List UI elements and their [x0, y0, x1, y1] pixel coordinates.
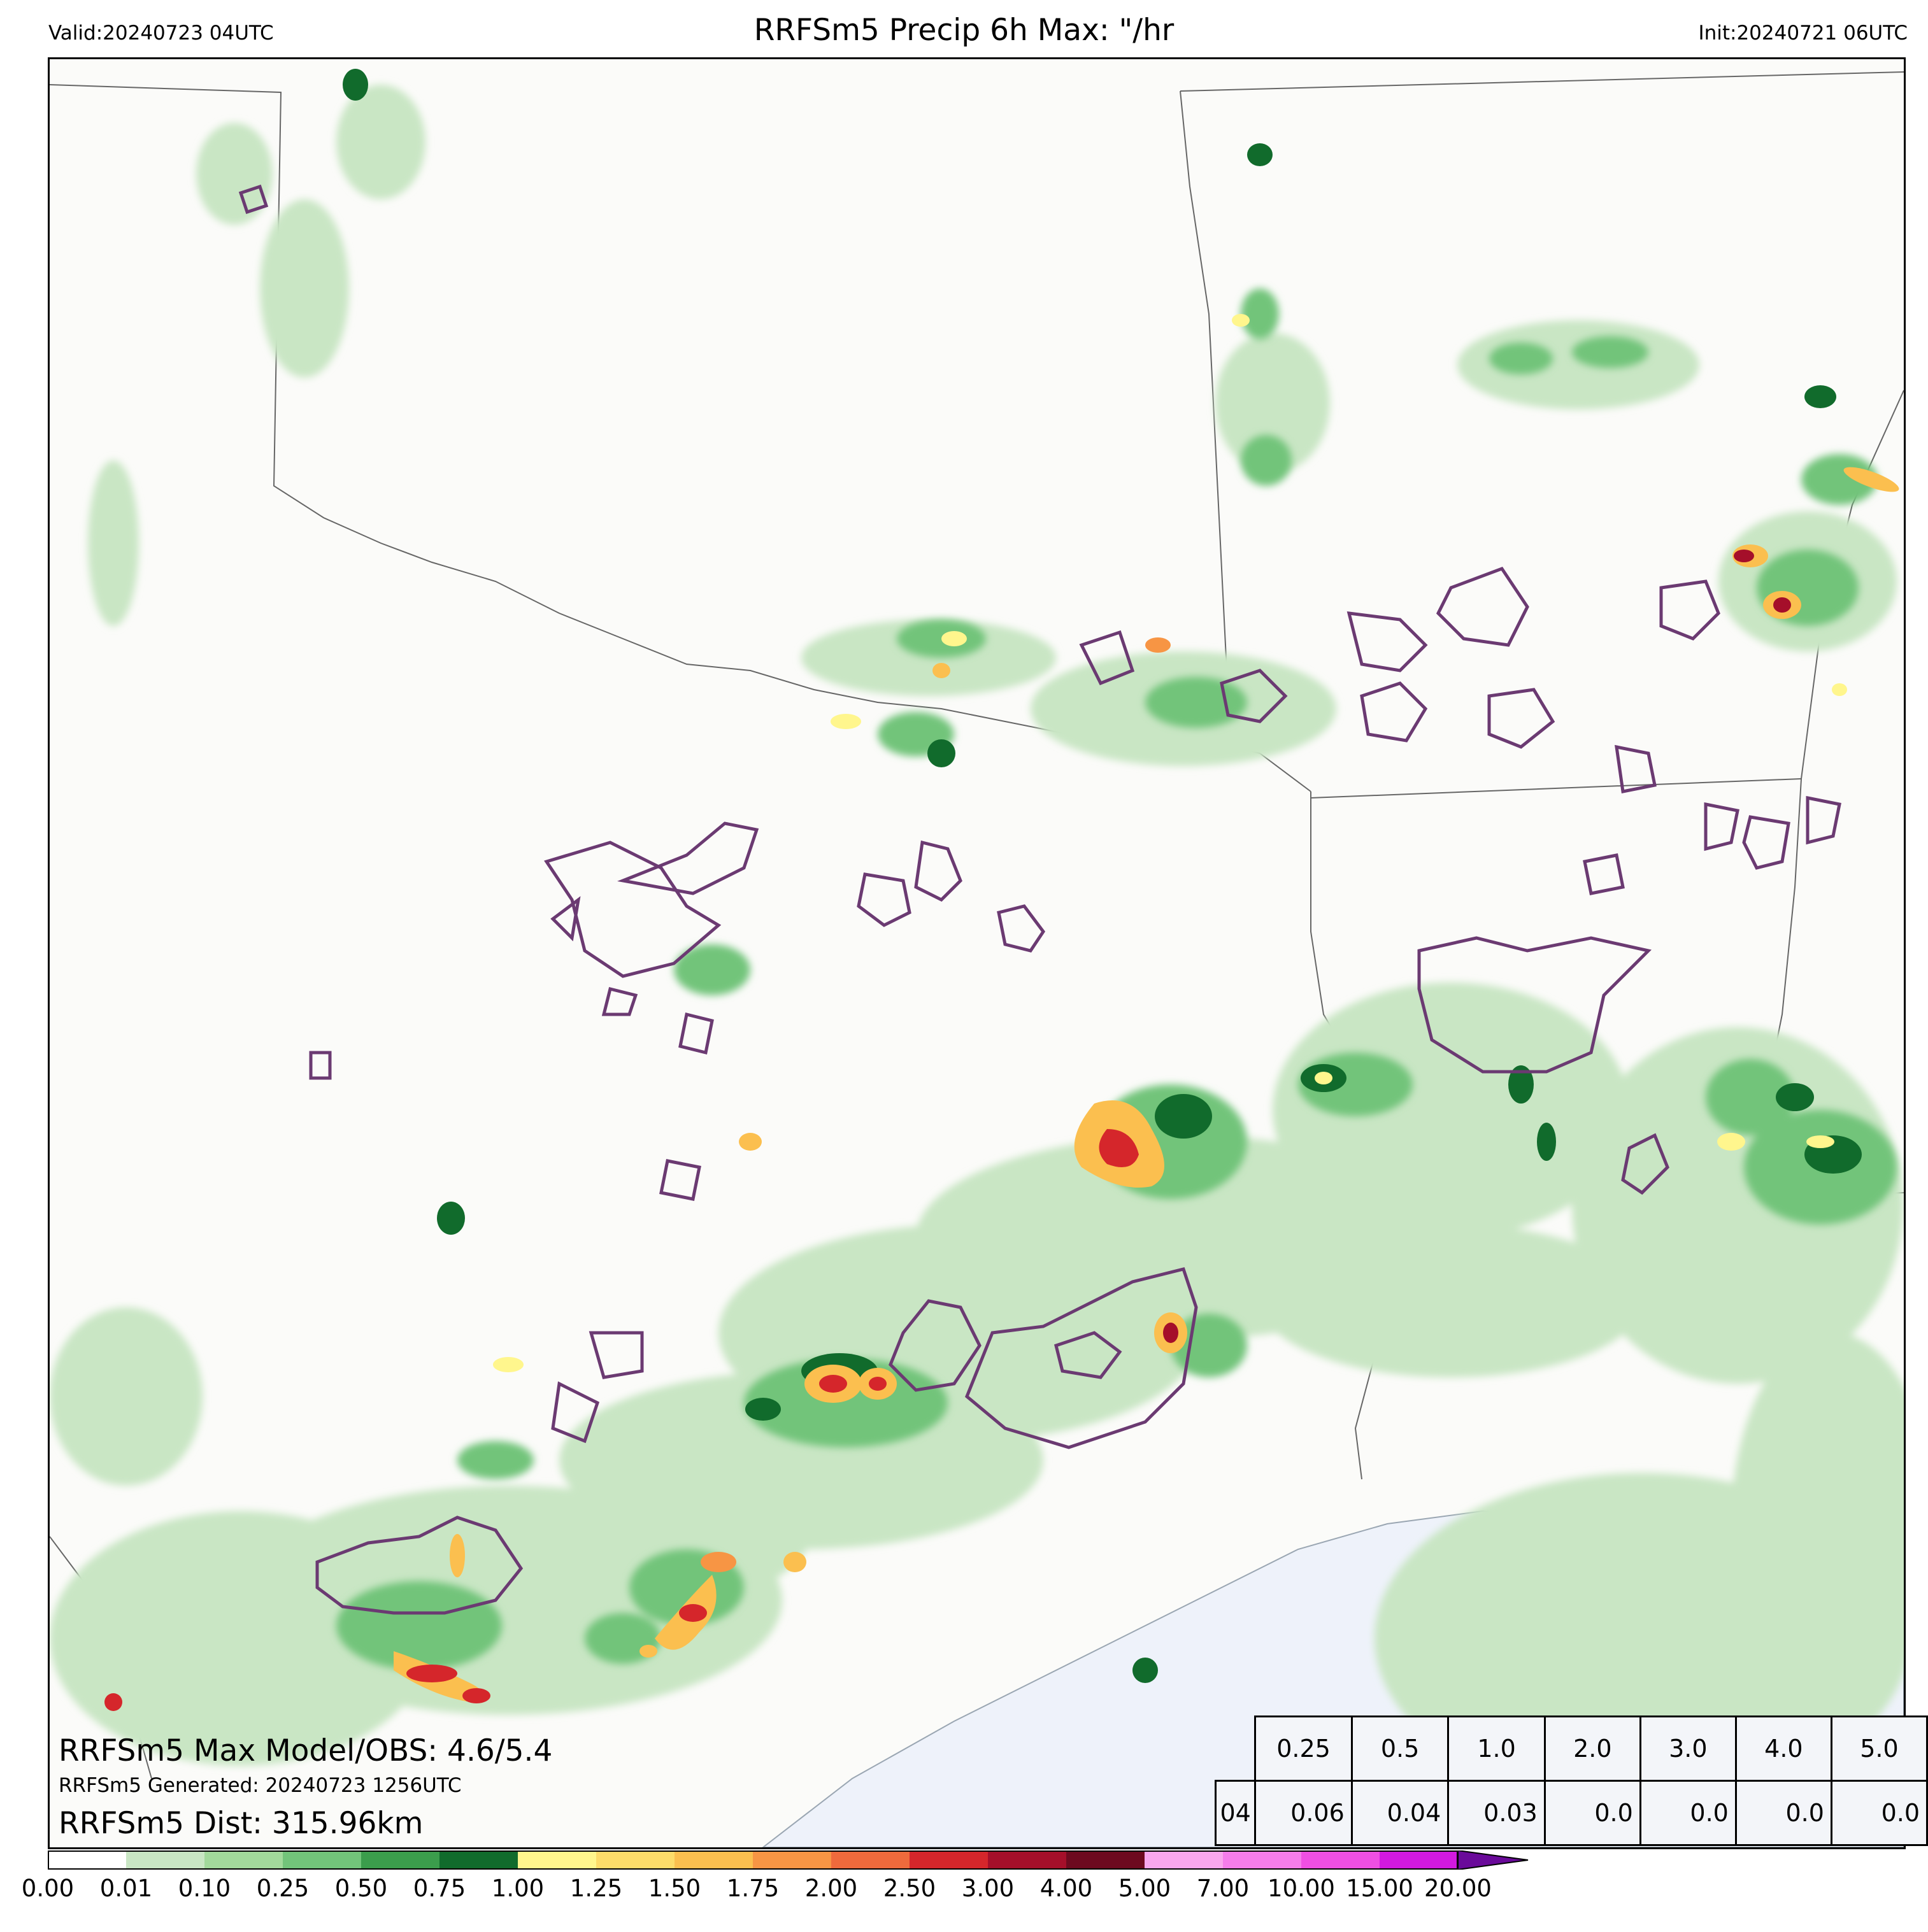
generated-time-label: RRFSm5 Generated: 20240723 1256UTC	[59, 1774, 462, 1797]
colorbar-tick-label: 3.00	[961, 1875, 1015, 1902]
colorbar-tick-label: 0.50	[334, 1875, 388, 1902]
stats-corner	[1216, 1717, 1255, 1781]
stats-header-row: 0.25 0.5 1.0 2.0 3.0 4.0 5.0	[1216, 1715, 1928, 1782]
value-cell: 0.0	[1543, 1780, 1641, 1846]
colorbar-tick-label: 0.25	[256, 1875, 310, 1902]
precip-cores	[104, 314, 1899, 1711]
value-cell: 0.0	[1734, 1780, 1832, 1846]
threshold-cell: 2.0	[1543, 1715, 1641, 1782]
stats-row: 04 0.06 0.04 0.03 0.0 0.0 0.0 0.0	[1214, 1780, 1928, 1846]
chart-title: RRFSm5 Precip 6h Max: "/hr	[753, 13, 1175, 48]
threshold-cell: 1.0	[1447, 1715, 1546, 1782]
colorbar-segment	[675, 1850, 753, 1870]
colorbar	[48, 1850, 1529, 1870]
colorbar-tick-label: 1.75	[726, 1875, 780, 1902]
colorbar-segment	[439, 1850, 518, 1870]
colorbar-tick-label: 0.75	[413, 1875, 466, 1902]
colorbar-segment	[1380, 1850, 1458, 1870]
valid-time-label: Valid:20240723 04UTC	[48, 22, 274, 45]
value-cell: 0.03	[1447, 1780, 1546, 1846]
colorbar-tick-label: 5.00	[1118, 1875, 1171, 1902]
colorbar-segment	[988, 1850, 1066, 1870]
colorbar-segment	[831, 1850, 910, 1870]
colorbar-segment	[1223, 1850, 1301, 1870]
obs-contours	[238, 184, 1841, 1615]
max-model-obs-label: RRFSm5 Max Model/OBS: 4.6/5.4	[59, 1733, 553, 1768]
colorbar-tick-label: 0.00	[21, 1875, 75, 1902]
threshold-cell: 0.5	[1350, 1715, 1450, 1782]
init-time-label: Init:20240721 06UTC	[1698, 22, 1908, 45]
threshold-cell: 0.25	[1254, 1715, 1353, 1782]
distance-label: RRFSm5 Dist: 315.96km	[59, 1806, 424, 1841]
value-cell: 0.04	[1350, 1780, 1450, 1846]
colorbar-segment	[753, 1850, 831, 1870]
colorbar-segment	[518, 1850, 596, 1870]
colorbar-tick-label: 1.00	[491, 1875, 545, 1902]
map-canvas	[50, 69, 1904, 1847]
value-cell: 0.0	[1830, 1780, 1928, 1846]
colorbar-frame	[48, 1850, 1458, 1870]
colorbar-tick-label: 4.00	[1039, 1875, 1093, 1902]
colorbar-tick-label: 10.00	[1267, 1875, 1335, 1902]
threshold-stats-table: 0.25 0.5 1.0 2.0 3.0 4.0 5.0 04 0.06 0.0…	[1214, 1715, 1928, 1846]
colorbar-tick-label: 2.50	[883, 1875, 936, 1902]
colorbar-segment	[204, 1850, 283, 1870]
value-cell: 0.06	[1254, 1780, 1353, 1846]
colorbar-segment	[910, 1850, 988, 1870]
colorbar-tick-label: 0.01	[99, 1875, 153, 1902]
colorbar-segment	[1145, 1850, 1223, 1870]
colorbar-segment	[126, 1850, 204, 1870]
precip-map	[48, 57, 1906, 1849]
value-cell: 0.0	[1639, 1780, 1737, 1846]
colorbar-tick-label: 1.25	[569, 1875, 623, 1902]
colorbar-tick-label: 7.00	[1196, 1875, 1250, 1902]
threshold-cell: 3.0	[1639, 1715, 1737, 1782]
colorbar-extend-arrow	[1457, 1850, 1529, 1870]
colorbar-tick-label: 15.00	[1346, 1875, 1413, 1902]
threshold-cell: 4.0	[1734, 1715, 1832, 1782]
colorbar-segment	[596, 1850, 675, 1870]
colorbar-segment	[1066, 1850, 1145, 1870]
threshold-cell: 5.0	[1830, 1715, 1928, 1782]
colorbar-tick-label: 0.10	[178, 1875, 231, 1902]
colorbar-segment	[1301, 1850, 1380, 1870]
colorbar-segment	[283, 1850, 361, 1870]
colorbar-ticks: 0.00 0.01 0.10 0.25 0.50 0.75 1.00 1.25 1.50 1.75…	[0, 1875, 1928, 1907]
hour-cell: 04	[1214, 1780, 1257, 1846]
colorbar-tick-label: 20.00	[1424, 1875, 1492, 1902]
colorbar-segment	[361, 1850, 439, 1870]
colorbar-segment	[48, 1850, 126, 1870]
colorbar-tick-label: 2.00	[804, 1875, 858, 1902]
colorbar-tick-label: 1.50	[648, 1875, 701, 1902]
